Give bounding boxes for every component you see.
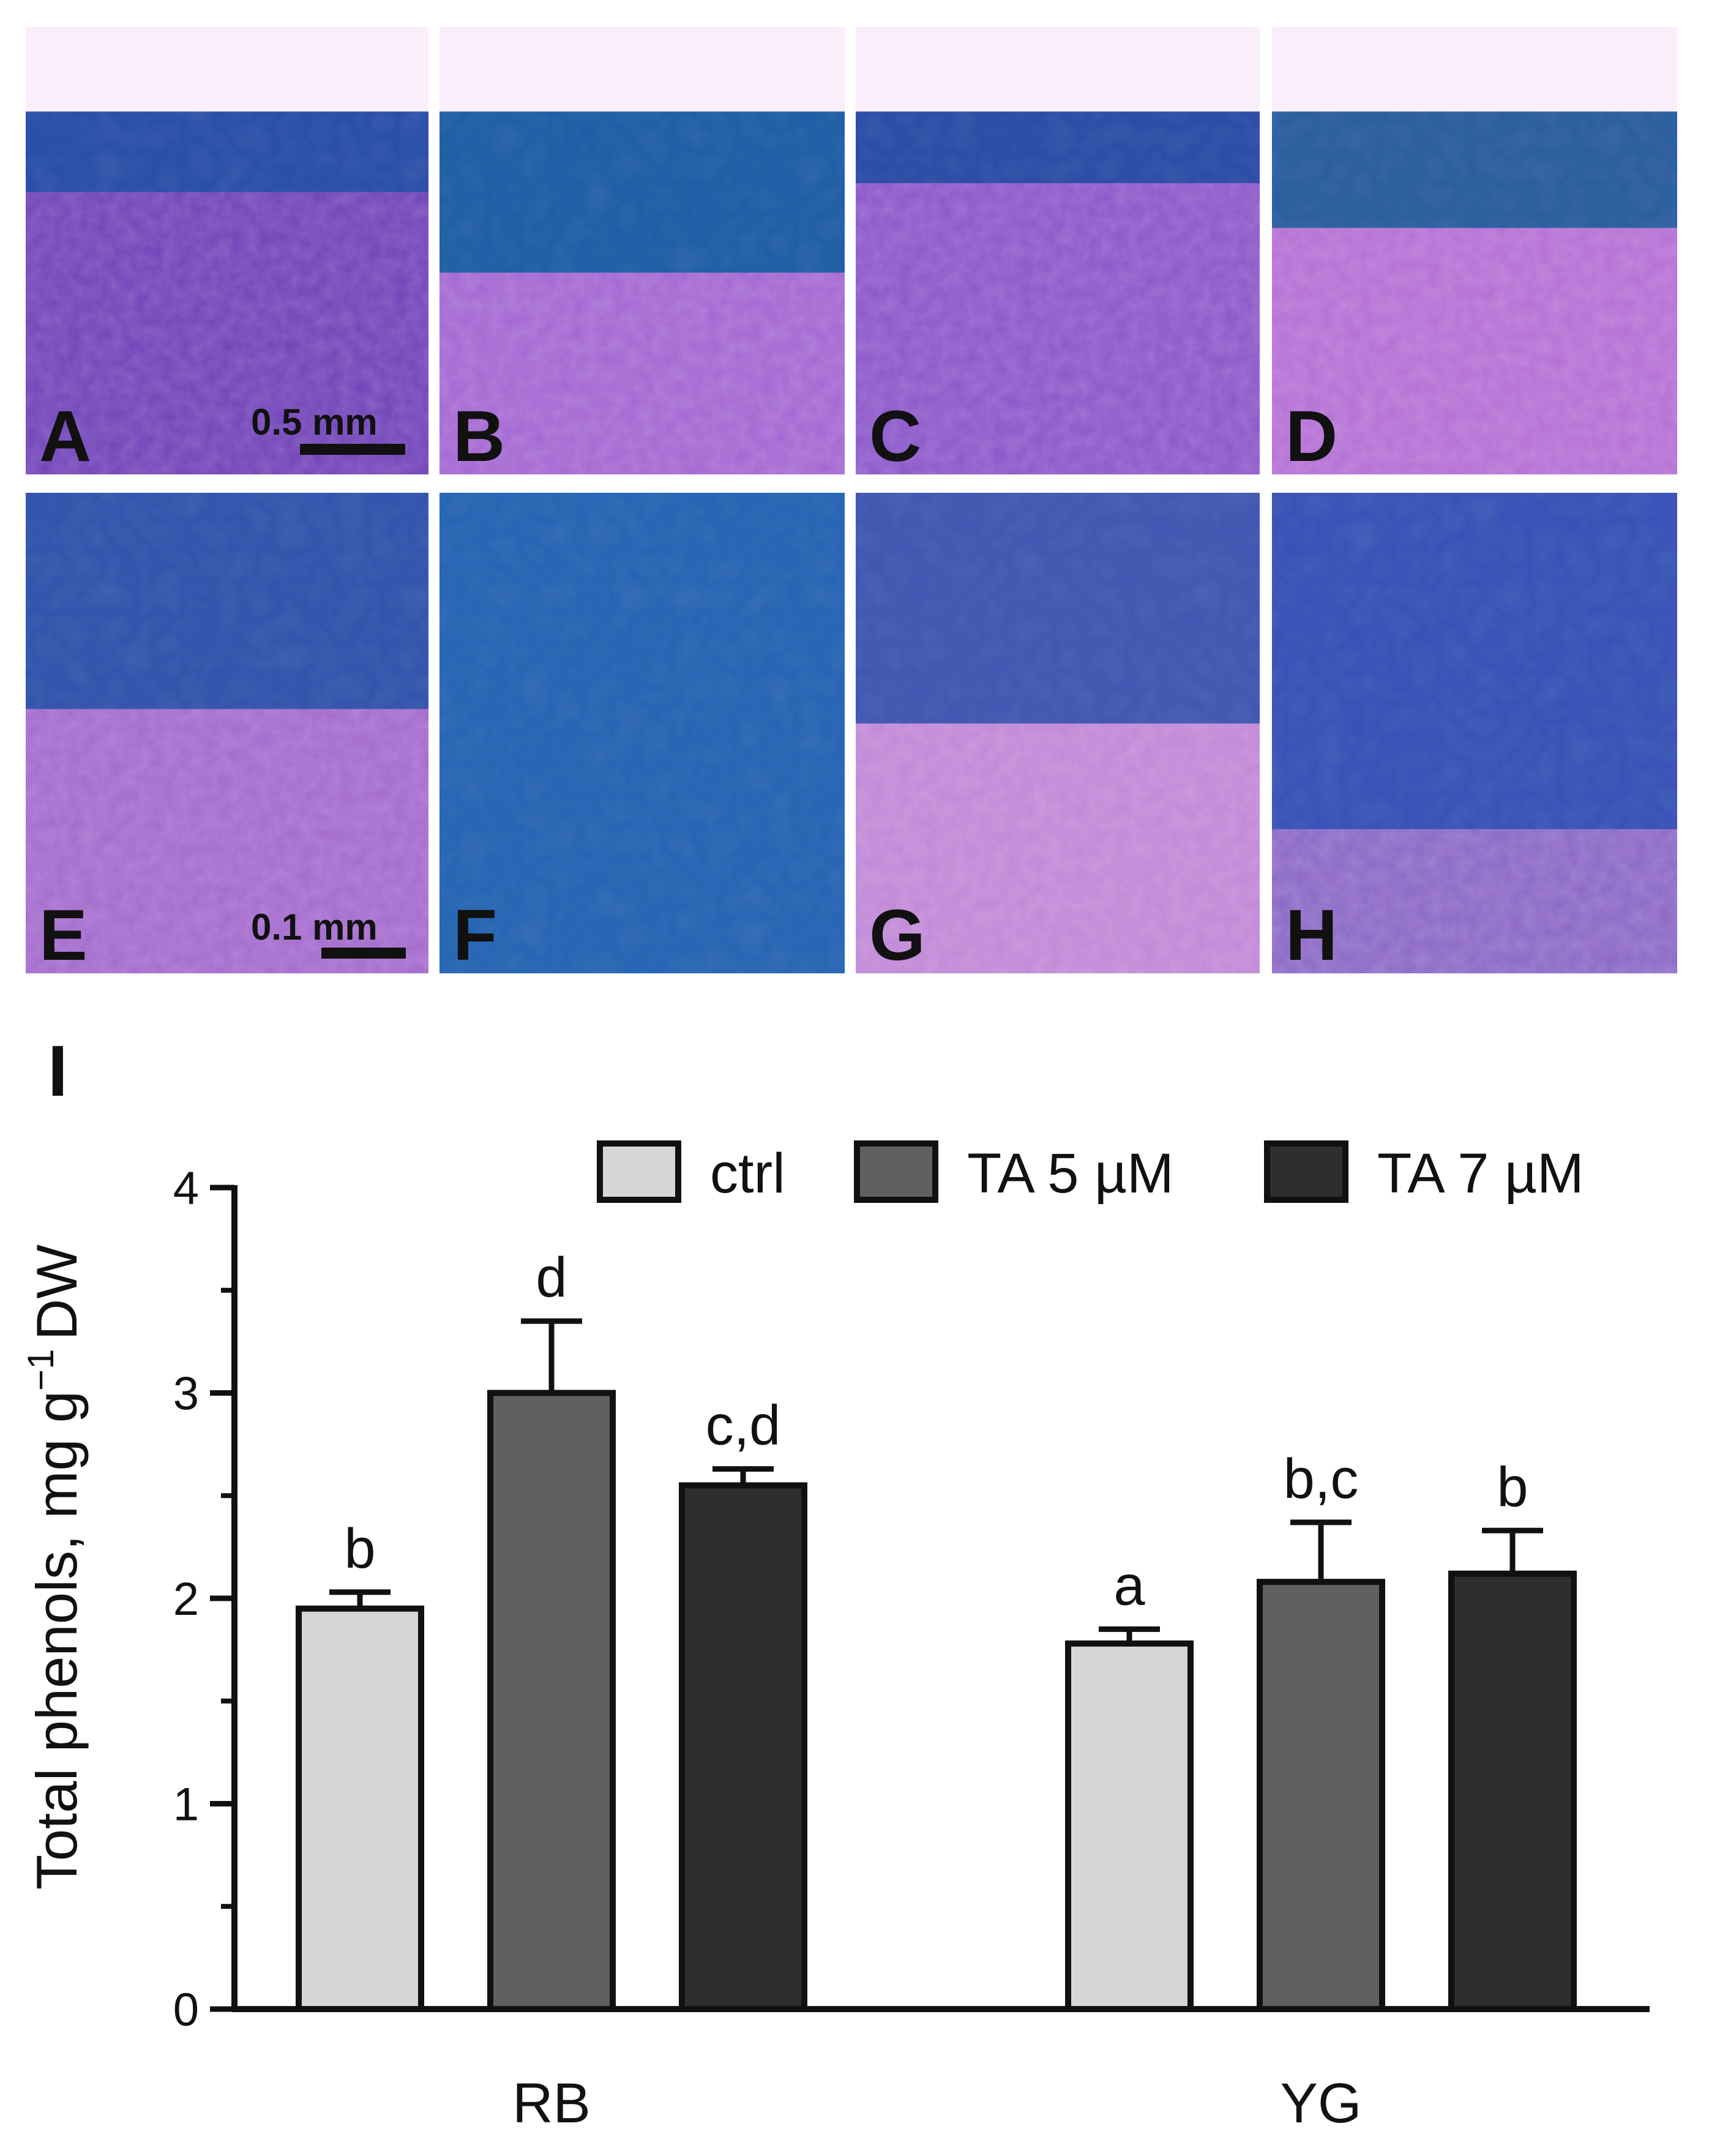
stained-layer-texture [26,493,428,709]
stained-layer-texture [856,111,1260,184]
micrograph-panel-a: A [26,27,428,477]
legend-item: ctrl [597,1140,785,1205]
significance-label: c,d [706,1394,781,1457]
bar-group-yg: a b,c b [1065,1448,1577,2013]
micrograph-grid: A B C D E F G H [26,27,1677,976]
stained-layer-texture [439,111,845,273]
scale-bar-a: 0.5 mm [251,402,405,455]
panel-letter: B [453,396,505,477]
y-axis-title-sup: −1 [20,1349,61,1391]
scale-bar-label: 0.1 mm [251,907,378,948]
significance-label: b [1497,1456,1528,1518]
significance-label: b [344,1518,375,1580]
panel-letter: G [869,895,926,976]
y-axis-title: Total phenols, mg g−1 DW [20,1245,89,1890]
micrograph-panel-d: D [1272,27,1677,477]
panel-letter: C [869,396,921,477]
panel-letter: E [39,895,88,976]
y-axis-title-unit: DW [24,1245,89,1341]
legend-label: ctrl [710,1142,785,1205]
micrograph-panel-c: C [856,27,1260,477]
bar [487,1390,616,2012]
scale-bar-e: 0.1 mm [251,907,406,959]
y-tick-label: 0 [173,1984,199,2036]
panel-letter: H [1285,895,1337,976]
significance-label: a [1113,1554,1145,1617]
y-tick-label: 1 [173,1779,199,1831]
scale-bar-line [300,444,405,455]
chart-panel-label: I [48,1031,68,1112]
stained-layer-texture [1272,493,1677,829]
stained-layer-texture [439,493,845,973]
y-axis-title-main: Total phenols, mg g [24,1391,89,1890]
significance-label: b,c [1284,1448,1359,1510]
legend-item: TA 5 µM [854,1140,1174,1205]
micrograph-panel-h: H [1272,493,1677,976]
significance-label: d [536,1246,567,1309]
stained-layer-texture [856,493,1260,724]
y-tick-label: 3 [173,1368,199,1420]
stained-layer-texture [1272,111,1677,228]
micrograph-panel-f: F [439,493,845,976]
micrograph-panel-b: B [439,27,845,477]
bar [296,1605,424,2012]
micrograph-panel-e: E [26,493,428,976]
scale-bar-label: 0.5 mm [251,402,378,443]
x-category-label: YG [1281,2072,1362,2135]
legend-swatch [597,1140,681,1203]
scale-bar-line [321,948,406,959]
bar [1448,1570,1577,2012]
panel-letter: F [453,895,497,976]
legend-swatch [854,1140,938,1203]
legend-item: TA 7 µM [1264,1140,1584,1205]
legend-label: TA 5 µM [967,1142,1174,1205]
micrograph-panel-g: G [856,493,1260,976]
y-tick-label: 4 [173,1162,199,1215]
bar [1257,1579,1385,2012]
bar [679,1482,807,2013]
legend-swatch [1264,1140,1348,1203]
panel-letter: A [39,396,91,477]
legend: ctrl TA 5 µM TA 7 µM [597,1140,1584,1205]
x-category-label: RB [512,2072,591,2135]
bar-group-rb: b d c,d [296,1246,807,2013]
bar-chart: 0 1 2 3 4 b d c,d RB a b,c b YG [173,1162,1650,2135]
stained-layer-texture [26,111,428,192]
legend-label: TA 7 µM [1377,1142,1584,1205]
bar [1065,1640,1194,2013]
y-tick-label: 2 [173,1573,199,1625]
panel-letter: D [1285,396,1337,477]
